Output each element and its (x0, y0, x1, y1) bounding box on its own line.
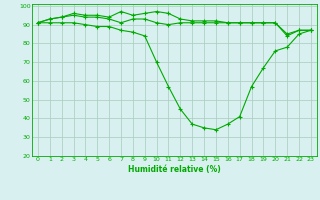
X-axis label: Humidité relative (%): Humidité relative (%) (128, 165, 221, 174)
